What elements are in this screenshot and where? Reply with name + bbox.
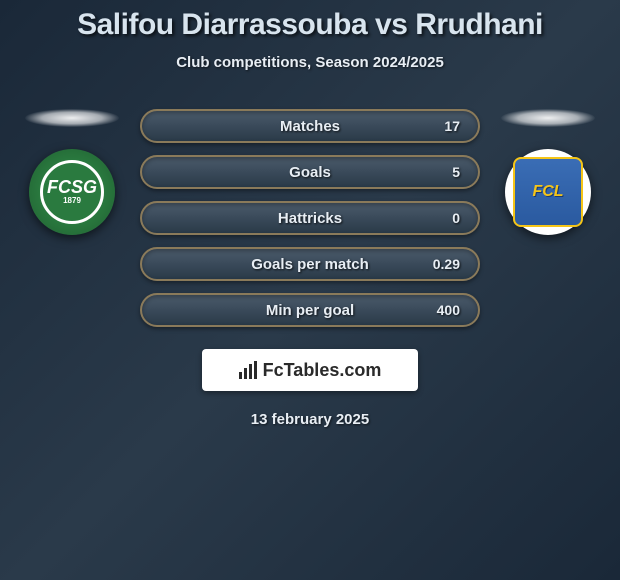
- stat-label: Min per goal: [266, 302, 354, 319]
- stat-value: 0.29: [433, 256, 460, 272]
- comparison-card: Salifou Diarrassouba vs Rrudhani Club co…: [0, 0, 620, 428]
- stat-label: Hattricks: [278, 210, 342, 227]
- footer-date: 13 february 2025: [251, 411, 369, 428]
- stat-value: 0: [452, 210, 460, 226]
- stat-bar-min-per-goal: Min per goal 400: [140, 293, 480, 327]
- left-team-col: FCSG 1879: [22, 109, 122, 235]
- team-badge-right-label: FCL: [532, 183, 563, 201]
- brand-text: FcTables.com: [263, 360, 382, 381]
- team-badge-right-inner: FCL: [513, 157, 583, 227]
- stat-label: Goals per match: [251, 256, 369, 273]
- player-shadow-right: [501, 109, 595, 127]
- team-badge-left-year: 1879: [63, 196, 81, 205]
- team-badge-left-label: FCSG: [47, 179, 97, 195]
- team-badge-right[interactable]: FCL: [505, 149, 591, 235]
- stat-label: Matches: [280, 118, 340, 135]
- brand-box[interactable]: FcTables.com: [202, 349, 418, 391]
- stat-bar-hattricks: Hattricks 0: [140, 201, 480, 235]
- stats-column: Matches 17 Goals 5 Hattricks 0 Goals per…: [140, 109, 480, 327]
- player-shadow-left: [25, 109, 119, 127]
- stat-bar-goals-per-match: Goals per match 0.29: [140, 247, 480, 281]
- stat-value: 17: [444, 118, 460, 134]
- team-badge-left-inner: FCSG 1879: [40, 160, 104, 224]
- content-row: FCSG 1879 Matches 17 Goals 5 Hattricks 0…: [0, 109, 620, 327]
- stat-bar-goals: Goals 5: [140, 155, 480, 189]
- right-team-col: FCL: [498, 109, 598, 235]
- page-title: Salifou Diarrassouba vs Rrudhani: [77, 8, 543, 42]
- stat-value: 5: [452, 164, 460, 180]
- stat-value: 400: [437, 302, 460, 318]
- page-subtitle: Club competitions, Season 2024/2025: [176, 54, 444, 71]
- team-badge-left[interactable]: FCSG 1879: [29, 149, 115, 235]
- stat-label: Goals: [289, 164, 331, 181]
- bar-chart-icon: [239, 361, 257, 379]
- stat-bar-matches: Matches 17: [140, 109, 480, 143]
